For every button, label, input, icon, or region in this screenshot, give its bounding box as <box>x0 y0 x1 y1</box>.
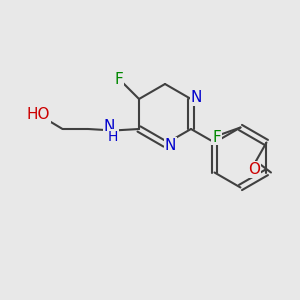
Text: HO: HO <box>27 107 50 122</box>
Text: H: H <box>108 130 118 144</box>
Text: N: N <box>103 119 115 134</box>
Text: F: F <box>212 130 221 145</box>
Text: O: O <box>248 162 260 177</box>
Text: N: N <box>165 138 176 153</box>
Text: N: N <box>191 90 202 105</box>
Text: F: F <box>115 72 123 87</box>
